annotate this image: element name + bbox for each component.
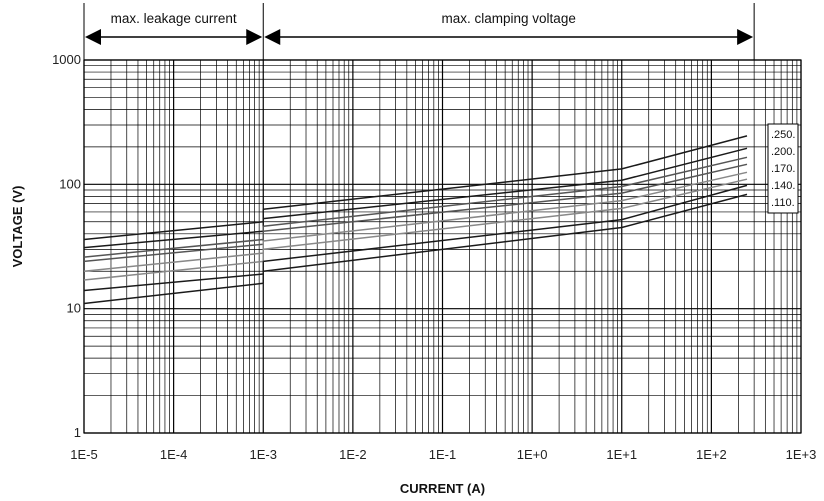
clamping-segment	[263, 156, 748, 228]
clamping-segment	[263, 163, 748, 232]
annotation-layer: max. leakage current max. clamping voltag…	[83, 3, 755, 60]
annotation-label: max. leakage current	[111, 11, 237, 26]
annotation-arrowhead-right	[246, 29, 263, 45]
y-axis-title: VOLTAGE (V)	[10, 186, 25, 268]
clamping-segment	[263, 193, 748, 272]
leakage-segment	[83, 221, 264, 241]
x-tick-label: 1E-3	[250, 447, 277, 462]
legend-entry: .110.	[771, 197, 795, 209]
x-tick-label: 1E+1	[606, 447, 637, 462]
legend-box	[767, 123, 799, 214]
legend: .250. .200. .170. .140. .110.	[767, 123, 799, 214]
leakage-segment	[83, 260, 264, 281]
x-tick-label: 1E-1	[429, 447, 456, 462]
y-tick-label: 1	[74, 425, 81, 440]
leakage-segment	[83, 238, 264, 258]
legend-entry: .250.	[771, 129, 795, 141]
x-tick-label: 1E-4	[160, 447, 187, 462]
legend-entry: .140.	[771, 180, 795, 192]
annotation-arrowhead-left	[264, 29, 281, 45]
clamping-segment	[263, 171, 748, 242]
annotation-label: max. clamping voltage	[442, 11, 576, 26]
annotation-arrowhead-left	[85, 29, 101, 45]
x-tick-labels: 1E-5 1E-4 1E-3 1E-2 1E-1 1E+0 1E+1 1E+2 1E+3	[70, 447, 816, 462]
x-axis-title: CURRENT (A)	[400, 481, 485, 496]
x-tick-label: 1E+3	[786, 447, 817, 462]
y-tick-label: 10	[67, 301, 81, 316]
annotation-arrowhead-right	[737, 29, 754, 45]
leakage-segment	[83, 230, 264, 249]
x-tick-label: 1E+2	[696, 447, 727, 462]
legend-entry: .170.	[771, 163, 795, 175]
leakage-segment	[83, 243, 264, 263]
series-layer	[83, 135, 748, 305]
leakage-segment	[83, 273, 264, 292]
clamping-segment	[263, 147, 748, 220]
plot-frame	[83, 59, 802, 434]
clamping-segment	[263, 184, 748, 263]
x-tick-label: 1E-5	[70, 447, 97, 462]
x-tick-label: 1E-2	[339, 447, 366, 462]
y-tick-labels: 1 10 100 1000	[52, 52, 81, 440]
clamping-segment	[263, 178, 748, 251]
y-tick-label: 1000	[52, 52, 81, 67]
y-tick-label: 100	[59, 176, 81, 191]
clamping-segment	[263, 135, 748, 211]
series-140	[83, 178, 748, 281]
leakage-segment	[83, 252, 264, 272]
legend-entry: .200.	[771, 146, 795, 158]
series-110	[83, 193, 748, 305]
leakage-segment	[83, 282, 264, 305]
x-tick-label: 1E+0	[517, 447, 548, 462]
